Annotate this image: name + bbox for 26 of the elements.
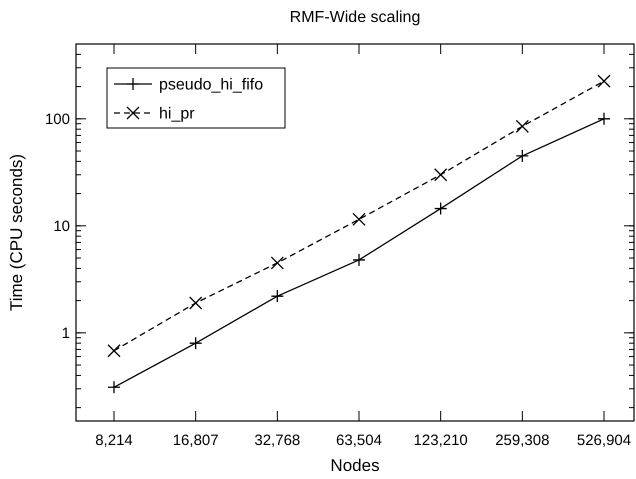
point [434, 202, 448, 216]
point [270, 256, 284, 270]
x-tick-label: 259,308 [495, 432, 550, 449]
point [107, 380, 121, 394]
x-axis-title: Nodes [330, 456, 380, 475]
point [434, 168, 448, 182]
point [597, 74, 611, 88]
point [352, 253, 366, 267]
y-tick-label: 10 [53, 218, 70, 236]
legend-label: hi_pr [159, 106, 196, 123]
x-tick-label: 8,214 [95, 432, 133, 449]
x-tick-label: 526,904 [576, 432, 632, 449]
legend-label: pseudo_hi_fifo [159, 76, 264, 94]
x-tick-label: 16,807 [172, 432, 219, 449]
point [597, 112, 611, 126]
x-tick-label: 123,210 [414, 432, 468, 449]
x-tick-label: 63,504 [336, 432, 382, 449]
point [189, 296, 202, 310]
y-tick-label: 1 [62, 325, 70, 342]
x-tick-label: 32,768 [254, 432, 300, 449]
point [516, 120, 529, 134]
y-axis-title: Time (CPU seconds) [7, 154, 26, 312]
point [352, 212, 366, 226]
chart-title: RMF-Wide scaling [290, 9, 420, 26]
point [107, 344, 121, 358]
y-tick-label: 100 [44, 111, 70, 128]
